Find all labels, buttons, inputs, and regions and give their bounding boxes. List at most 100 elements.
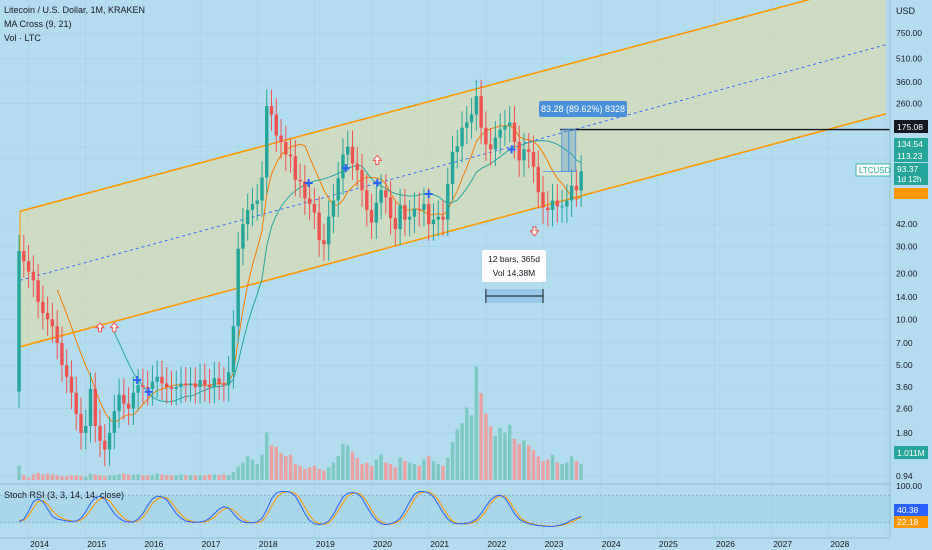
ma-cross-legend[interactable]: MA Cross (9, 21) [4,19,72,29]
candle-body [265,105,269,178]
volume-bar [288,454,293,480]
candle-body [365,190,369,211]
candle-body [393,218,398,230]
candle-body [346,146,350,155]
candle-body [331,200,336,217]
candle-body [379,190,383,203]
volume-bar [469,415,474,480]
candle-body [431,219,436,225]
volume-bar [222,474,226,480]
range-volume-label: Vol 14.38M [493,268,536,278]
volume-bar [60,476,64,480]
price-tick-label: 360.00 [896,77,922,87]
volume-bar [17,465,21,480]
candle-body [579,171,583,191]
candle-body [426,203,431,225]
candle-body [293,156,298,180]
candles [17,79,583,467]
stoch-d-line [18,491,582,528]
volume-bar [565,462,569,480]
volume-bar [160,474,164,480]
volume-bar [403,461,407,480]
price-tick-label: 0.94 [896,471,913,481]
last-price-text: 93.37 [897,164,919,174]
candle-body [403,205,407,220]
candle-body [474,96,479,115]
candle-body [336,178,340,201]
candle-body [98,425,102,441]
candle-body [303,181,307,199]
candle-body [103,440,107,450]
candle-body [222,383,226,386]
candle-body [479,96,483,128]
price-tick-label: 30.00 [896,241,918,251]
candle-body [17,251,21,392]
arrow-up-icon [372,154,383,165]
candle-body [436,216,440,220]
volume-bar [374,459,379,480]
candle-body [527,149,531,152]
volume-bar [179,474,183,480]
stoch-rsi-legend[interactable]: Stoch RSI (3, 3, 14, 14, close) [4,490,124,500]
volume-bar [436,464,440,480]
price-axis[interactable]: 750.00 510.00 360.00 260.00 42.00 30.00 20.00 1… [889,0,932,550]
volume-bar [198,475,202,480]
volume-bar [236,466,240,480]
drawing-overlays[interactable] [485,128,893,303]
candle-body [536,166,540,193]
candle-body [441,216,445,220]
volume-bar [169,475,174,480]
measure-tooltip-bg [539,101,627,117]
candle-body [141,385,145,388]
volume-bar [326,467,331,480]
countdown-text: 1d 12h [897,175,921,184]
volume-legend[interactable]: Vol · LTC [4,33,41,43]
currency-label: USD [896,6,916,16]
candle-body [174,387,178,389]
ma-b-badge [894,150,928,162]
volume-bar [384,462,388,480]
volume-bar [303,468,307,480]
candle-body [488,144,493,150]
candle-body [498,129,502,138]
candle-body [50,319,55,327]
candle-body [45,312,50,320]
signal-marks [94,145,540,396]
volume-bar [107,475,112,480]
volume-bar [274,446,278,480]
candle-body [203,380,207,386]
candle-body [250,203,255,211]
volume-bar [188,475,193,480]
price-tick-label: 7.00 [896,338,913,348]
time-tick-label: 2019 [316,539,335,549]
volume-bar [474,366,479,480]
ma-fast-line [56,125,582,423]
candle-body [374,202,379,223]
volume-bar [279,453,283,480]
volume-bar [93,474,97,480]
volume-bar [460,423,464,480]
arrow-down-icon [529,226,540,237]
volume-bar [536,456,540,480]
volume-bar [426,456,431,480]
volume-bar [431,461,436,480]
time-axis[interactable]: 2014 2015 2016 2017 2018 2019 2020 2021 2022 2023… [0,537,932,549]
channel-lower-line [19,113,887,348]
candle-body [112,411,117,433]
candle-body [84,425,88,433]
candle-body [322,240,326,245]
candle-body [422,203,426,211]
candle-body [160,376,164,384]
candle-body [41,301,45,313]
candle-body [284,142,288,155]
price-tick-label: 1.80 [896,428,913,438]
candle-body [298,179,302,182]
rsi-k-text: 40.38 [897,505,919,515]
candle-body [465,122,469,128]
price-tick-label: 3.60 [896,382,913,392]
volume-bar [145,475,150,480]
candle-body [412,208,417,217]
volume-bar [136,474,140,480]
